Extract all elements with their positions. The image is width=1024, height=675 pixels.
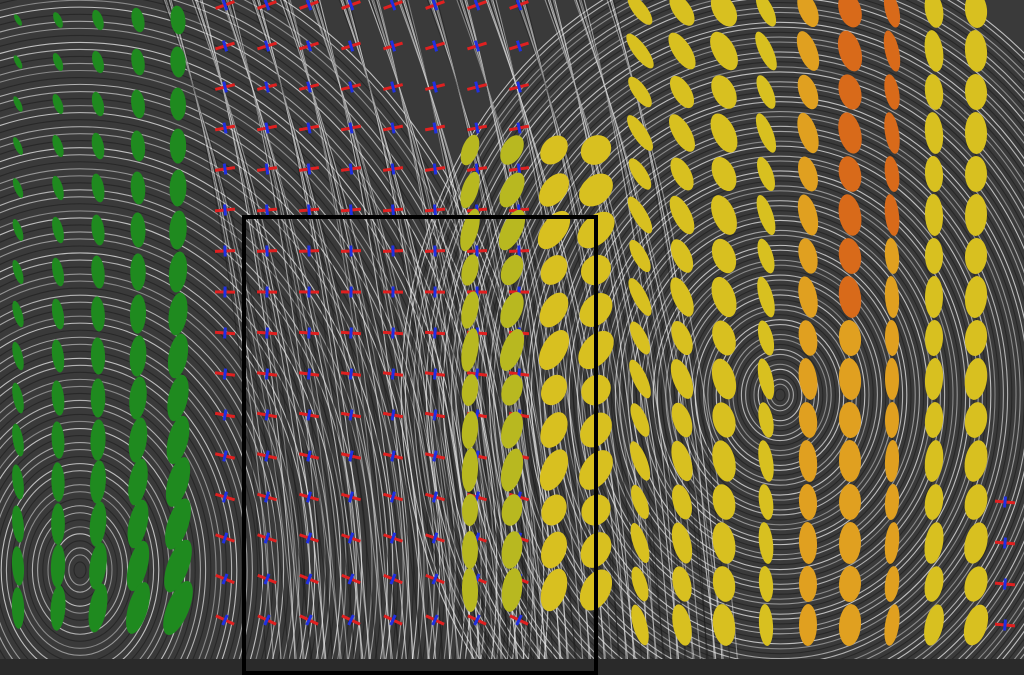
cross-glyph-blue-axis <box>434 123 436 134</box>
cross-glyph-blue-axis <box>225 205 226 216</box>
cross-glyph-blue-axis <box>266 410 268 421</box>
cross-glyph-blue-axis <box>393 328 394 339</box>
cross-glyph-blue-axis <box>225 328 226 339</box>
cross-glyph-blue-axis <box>309 328 310 339</box>
tensor-glyph <box>130 253 146 290</box>
cross-glyph-blue-axis <box>351 205 352 216</box>
tensor-glyph <box>170 128 186 163</box>
tensor-glyph <box>839 484 861 520</box>
cross-glyph-blue-axis <box>266 369 267 380</box>
cross-glyph-blue-axis <box>267 205 268 216</box>
cross-glyph-blue-axis <box>435 205 436 216</box>
cross-glyph-blue-axis <box>392 369 393 380</box>
cross-glyph-blue-axis <box>434 369 435 380</box>
cross-glyph-blue-axis <box>518 123 520 134</box>
cross-glyph-blue-axis <box>350 164 352 175</box>
cross-glyph-blue-axis <box>392 123 394 134</box>
cross-glyph-blue-axis <box>350 369 351 380</box>
cross-glyph-blue-axis <box>476 123 478 134</box>
cross-glyph-blue-axis <box>308 123 310 134</box>
tensor-field-canvas <box>0 0 1024 659</box>
cross-glyph-blue-axis <box>308 369 309 380</box>
cross-glyph-blue-axis <box>1005 538 1006 549</box>
cross-glyph-blue-axis <box>350 410 352 421</box>
cross-glyph-blue-axis <box>1005 497 1006 508</box>
tensor-glyph <box>462 531 478 569</box>
cross-glyph-blue-axis <box>266 164 268 175</box>
cross-glyph-blue-axis <box>434 410 436 421</box>
cross-glyph-blue-axis <box>224 410 226 421</box>
cross-glyph-blue-axis <box>1005 579 1006 590</box>
cross-glyph-blue-axis <box>392 164 394 175</box>
cross-glyph-blue-axis <box>351 328 352 339</box>
cross-glyph-blue-axis <box>350 123 352 134</box>
cross-glyph-blue-axis <box>309 205 310 216</box>
cross-glyph-blue-axis <box>392 410 394 421</box>
tensor-glyph <box>965 156 987 192</box>
cross-glyph-blue-axis <box>434 164 436 175</box>
cross-glyph-blue-axis <box>224 164 226 175</box>
tensor-glyph <box>91 378 106 417</box>
cross-glyph-blue-axis <box>476 369 477 380</box>
cross-glyph-blue-axis <box>308 410 310 421</box>
cross-glyph-blue-axis <box>266 123 268 134</box>
cross-glyph-blue-axis <box>267 328 268 339</box>
cross-glyph-blue-axis <box>224 369 225 380</box>
cross-glyph-blue-axis <box>435 328 436 339</box>
tensor-glyph <box>51 503 65 544</box>
cross-glyph-blue-axis <box>224 123 226 134</box>
cross-glyph-blue-axis <box>1005 620 1006 631</box>
cross-glyph-blue-axis <box>308 164 310 175</box>
cross-glyph-blue-axis <box>393 205 394 216</box>
